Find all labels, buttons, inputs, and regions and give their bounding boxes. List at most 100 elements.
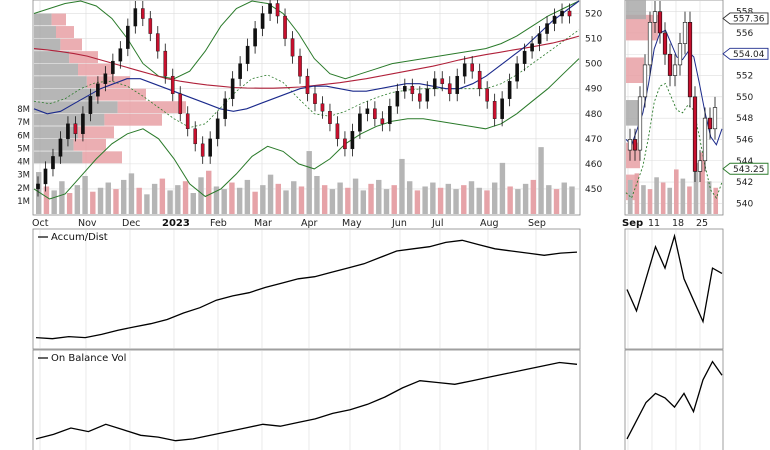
candle-body-17 (163, 50, 168, 77)
volume-bar-7 (90, 191, 96, 214)
zoom-vbp-bar-4 (626, 0, 646, 20)
volume-bar-11 (121, 179, 127, 214)
vbp-bar-up-7 (34, 63, 78, 76)
volume-bar-68 (561, 182, 567, 214)
zoom-date-tick-1: 11 (648, 218, 660, 229)
volume-tick-2: 3M (17, 171, 30, 181)
zoom-volume-bar-2 (641, 185, 646, 214)
volume-bar-26 (236, 187, 243, 214)
volume-bar-23 (213, 186, 220, 214)
volume-bar-13 (136, 187, 142, 214)
candle-body-59 (477, 70, 482, 89)
volume-bar-36 (314, 175, 320, 214)
volume-bar-50 (422, 186, 428, 214)
zoom-price-tags: 557.36 554.04 543.25 (722, 12, 769, 175)
price-tick-0: 450 (585, 185, 602, 195)
vbp-bar-up-5 (34, 88, 96, 101)
candle-body-37 (313, 93, 317, 104)
zoom-candle-body-15 (702, 117, 708, 162)
vbp-bar-down-4 (117, 101, 186, 114)
volume-bar-6 (82, 175, 88, 214)
volume-bar-16 (159, 178, 166, 214)
volume-tick-4: 5M (17, 144, 30, 154)
volume-bar-61 (507, 186, 513, 214)
candle-body-66 (530, 43, 534, 52)
candle-body-68 (545, 23, 549, 34)
zoom-candle-body-4 (647, 21, 653, 66)
volume-bar-33 (291, 181, 297, 214)
candle-body-53 (432, 78, 437, 89)
zoom-candle-body-3 (642, 64, 648, 98)
month-tick-4: Feb (210, 218, 227, 229)
zoom-volume-bar-10 (693, 162, 699, 214)
zoom-price-tick-8: 556 (736, 29, 753, 39)
on-balance-vol-zoom-line (626, 360, 723, 440)
volume-bar-46 (391, 185, 397, 214)
vbp-bar-up-11 (34, 13, 52, 26)
candle-body-69 (552, 15, 557, 24)
volume-bar-40 (345, 187, 351, 214)
on-balance-vol-panel: On Balance Vol (32, 349, 724, 450)
candle-body-8 (96, 83, 100, 97)
month-tick-11: Sep (528, 218, 546, 229)
accum-dist-title: Accum/Dist (51, 232, 108, 243)
volume-bar-66 (546, 185, 552, 214)
ma-value-tag-box (722, 47, 769, 60)
candle-body-5 (73, 123, 78, 135)
candle-body-20 (185, 113, 190, 130)
accum-dist-zoom-frame (624, 228, 724, 350)
candle-body-55 (447, 83, 452, 94)
zoom-candle-body-12 (687, 21, 693, 98)
candle-body-19 (178, 93, 183, 114)
vbp-bar-down-11 (51, 13, 66, 26)
price-axis: 450 460 470 480 490 500 510 520 (585, 10, 602, 195)
candle-body-42 (350, 131, 355, 150)
zoom-volume-bar-8 (680, 178, 686, 214)
volume-bar-67 (553, 189, 560, 214)
candle-body-48 (395, 91, 400, 107)
month-tick-10: Aug (480, 218, 499, 229)
price-tick-1: 460 (585, 160, 602, 170)
month-tick-3: 2023 (162, 218, 190, 229)
zoom-date-tick-2: 18 (672, 218, 684, 229)
candle-body-31 (268, 3, 272, 14)
candle-body-14 (141, 8, 145, 19)
accum-dist-line (35, 239, 578, 340)
volume-bar-52 (437, 187, 444, 214)
volume-bar-3 (59, 181, 65, 214)
candle-body-49 (403, 85, 407, 92)
month-tick-8: Jun (391, 218, 407, 229)
zoom-candle-body-11 (682, 21, 688, 44)
candle-body-7 (88, 96, 93, 114)
candle-body-54 (440, 78, 445, 84)
candle-body-6 (81, 113, 85, 135)
candle-body-11 (118, 48, 123, 62)
volume-bar-62 (515, 189, 521, 214)
volume-bar-51 (430, 182, 436, 214)
zoom-candle-body-9 (672, 64, 678, 76)
price-tick-6: 510 (585, 35, 602, 45)
candle-body-30 (260, 13, 265, 29)
candle-body-24 (215, 118, 220, 140)
candle-body-12 (126, 25, 130, 49)
volume-bar-41 (352, 178, 359, 214)
zoom-price-tick-5: 550 (736, 93, 753, 103)
zoom-volume-bar-1 (634, 173, 640, 214)
candle-body-51 (417, 93, 422, 102)
zoom-date-axis: Sep 11 18 25 (622, 218, 708, 229)
candle-body-64 (515, 63, 519, 82)
candle-body-62 (500, 98, 504, 119)
volume-bar-43 (368, 183, 374, 214)
volume-bar-38 (329, 189, 336, 214)
zoom-volume-bar-3 (647, 189, 653, 214)
accum-dist-zoom-line (626, 233, 723, 324)
volume-tick-6: 7M (17, 118, 30, 128)
volume-bar-34 (298, 186, 305, 214)
bb-lower-line (33, 58, 580, 200)
volume-bar-4 (66, 193, 73, 214)
vbp-bar-down-7 (78, 63, 114, 76)
volume-bar-49 (414, 190, 421, 214)
candle-body-28 (245, 45, 250, 64)
volume-bar-37 (321, 185, 328, 214)
zoom-vbp-bar-1 (626, 57, 644, 84)
